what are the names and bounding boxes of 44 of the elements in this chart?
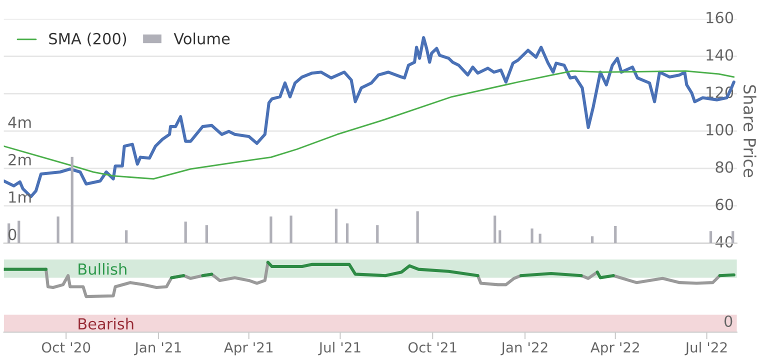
annotation: 2m [8,154,31,166]
bar [18,220,20,244]
annotation: 0 [8,228,16,240]
x-tick-label: Jan '22 [500,342,548,356]
bar [614,226,617,244]
x-tick-label: Apr '22 [590,342,639,356]
x-tick-label: Jul '21 [318,342,360,356]
legend-label: SMA (200) [49,32,126,46]
y-tick-label: 140 [706,49,734,61]
x-tick-label: Jul '22 [684,342,727,356]
bar [530,228,534,244]
y-tick-label: 80 [716,161,734,173]
bar [416,211,419,244]
bar [290,216,292,244]
bar [709,231,712,244]
bar [376,225,379,244]
bar [205,225,208,244]
y-tick-label: 100 [706,124,734,136]
bar [270,216,272,244]
x-tick-label: Oct '21 [408,342,456,353]
x-tick-label: Apr '21 [224,342,273,356]
bar [732,231,734,244]
bar [590,236,594,244]
bar [498,230,502,244]
bar [538,234,542,244]
bar [125,230,128,244]
y-tick-label: 60 [716,198,734,210]
bar [70,156,74,244]
bar [494,216,496,244]
bar [56,216,60,244]
band-label: Bullish [78,263,126,275]
x-tick-label: Jan '21 [134,342,181,356]
annotation: 4m [8,116,31,128]
y-tick-label: 160 [706,12,734,24]
bar [184,222,187,244]
annotation: 0 [724,315,732,328]
annotation: 1m [9,192,31,203]
bar [346,223,349,244]
y-axis-title: Share Price [743,85,756,178]
legend-label: Volume [174,32,230,44]
bar [334,208,338,244]
line-series [4,70,735,180]
x-tick-label: Oct '20 [42,342,90,353]
band-label: Bearish [78,318,134,330]
